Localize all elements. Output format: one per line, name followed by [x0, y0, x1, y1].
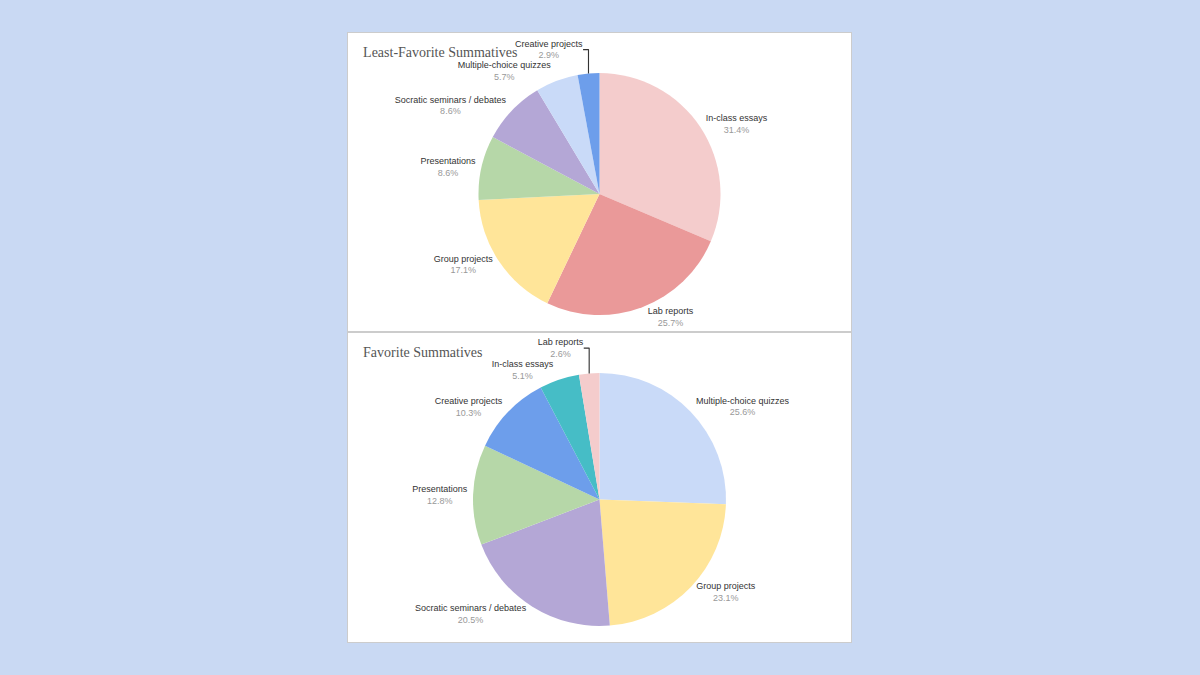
svg-text:Lab reports25.7%: Lab reports25.7% — [648, 306, 694, 328]
svg-text:Multiple-choice quizzes5.7%: Multiple-choice quizzes5.7% — [458, 60, 552, 82]
svg-text:Socratic seminars / debates20.: Socratic seminars / debates20.5% — [415, 603, 527, 625]
svg-text:Favorite Summatives: Favorite Summatives — [363, 345, 482, 360]
svg-text:Socratic seminars / debates8.6: Socratic seminars / debates8.6% — [395, 95, 507, 117]
svg-text:Group projects23.1%: Group projects23.1% — [696, 581, 756, 603]
svg-text:In-class essays5.1%: In-class essays5.1% — [492, 359, 554, 381]
svg-text:Presentations8.6%: Presentations8.6% — [420, 156, 476, 178]
svg-text:Least-Favorite Summatives: Least-Favorite Summatives — [363, 45, 517, 60]
svg-text:Group projects17.1%: Group projects17.1% — [434, 254, 494, 276]
svg-text:Creative projects10.3%: Creative projects10.3% — [435, 396, 503, 418]
svg-text:Multiple-choice quizzes25.6%: Multiple-choice quizzes25.6% — [696, 396, 790, 418]
svg-text:Lab reports2.6%: Lab reports2.6% — [538, 337, 584, 359]
svg-text:Presentations12.8%: Presentations12.8% — [412, 484, 468, 506]
svg-text:Creative projects2.9%: Creative projects2.9% — [515, 39, 583, 61]
svg-text:In-class essays31.4%: In-class essays31.4% — [706, 113, 768, 135]
